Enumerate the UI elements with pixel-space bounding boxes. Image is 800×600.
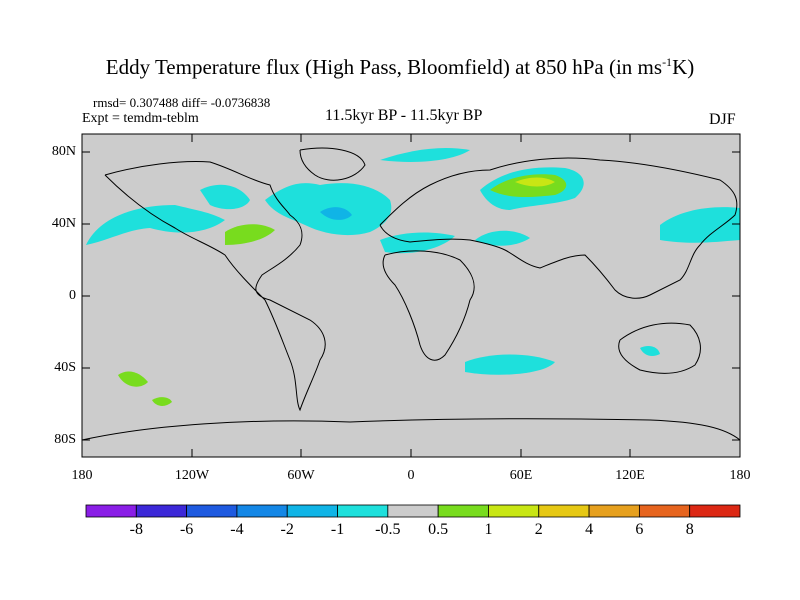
colorbar-box xyxy=(186,504,238,518)
lat-label: 80S xyxy=(54,432,76,447)
colorbar-box xyxy=(337,504,389,518)
colorbar-box xyxy=(85,504,137,518)
cyan-patch-arctic xyxy=(380,148,470,162)
green-patch-usa xyxy=(225,224,275,245)
eurasia-coast xyxy=(379,157,738,299)
lon-ticks xyxy=(191,134,631,457)
blue-patch-natlantic xyxy=(320,207,352,220)
cyan-patch-mediterranean xyxy=(380,232,455,254)
colorbar-box xyxy=(135,504,188,518)
colorbar-box xyxy=(437,504,489,518)
cyan-patch-centralasia xyxy=(475,230,530,246)
colorbar-box xyxy=(387,504,439,518)
season-label: DJF xyxy=(709,111,736,128)
green-patch-southpacific xyxy=(118,371,148,387)
lat-label: 40S xyxy=(54,360,76,375)
lat-label: 0 xyxy=(69,288,76,303)
colorbar-label: -0.5 xyxy=(375,521,401,538)
cyan-patch-npacific xyxy=(86,205,225,245)
greenland-coast xyxy=(299,147,366,181)
lat-label: 80N xyxy=(51,144,76,159)
coastlines xyxy=(81,147,741,441)
yellow-patch-siberia xyxy=(515,177,555,187)
colorbar-box xyxy=(588,504,640,518)
anomaly-patches xyxy=(86,148,740,406)
cyan-patch-australia xyxy=(640,346,660,356)
lon-label: 120W xyxy=(174,468,210,483)
lon-label: 60E xyxy=(509,468,533,483)
colorbar-box xyxy=(286,504,338,518)
colorbar-label: 0.5 xyxy=(428,521,449,538)
lon-label: 60W xyxy=(287,468,315,483)
colorbar-label: 2 xyxy=(534,521,543,538)
plot-title: Eddy Temperature flux (High Pass, Bloomf… xyxy=(105,55,695,79)
lat-label: 40N xyxy=(51,216,76,231)
colorbar-label: -1 xyxy=(330,521,345,538)
colorbar-box xyxy=(236,504,288,518)
green-patch-southpacific2 xyxy=(152,397,172,406)
antarctica-coast xyxy=(81,418,741,441)
experiment-label: Expt = temdm-teblm xyxy=(82,111,199,126)
colorbar-label: -4 xyxy=(230,521,244,538)
australia-coast xyxy=(618,322,701,374)
africa-coast xyxy=(382,250,475,361)
colorbar-box xyxy=(538,504,590,518)
colorbar-label: 6 xyxy=(635,521,644,538)
lat-ticks xyxy=(82,151,740,441)
colorbar-label: -6 xyxy=(179,521,194,538)
cyan-patch-npacific-east xyxy=(660,207,740,243)
colorbar-label: 4 xyxy=(585,521,594,538)
colorbar-label: 1 xyxy=(484,521,493,538)
americas-coast xyxy=(104,161,326,412)
lon-label: 120E xyxy=(615,468,645,483)
colorbar-label: -2 xyxy=(280,521,294,538)
colorbar-label: -8 xyxy=(129,521,143,538)
map-background xyxy=(82,134,740,457)
period-label: 11.5kyr BP - 11.5kyr BP xyxy=(325,107,483,124)
lon-label: 180 xyxy=(729,468,751,483)
lon-label: 180 xyxy=(71,468,93,483)
colorbar-box xyxy=(638,504,691,518)
colorbar xyxy=(85,504,741,518)
lon-label: 0 xyxy=(407,468,415,483)
colorbar-box xyxy=(689,504,741,518)
cyan-patch-alaska xyxy=(200,184,250,210)
colorbar-label: 8 xyxy=(685,521,694,538)
cyan-patch-southindian xyxy=(465,354,555,375)
stats-text: rmsd= 0.307488 diff= -0.0736838 xyxy=(93,95,271,110)
colorbar-box xyxy=(488,504,540,518)
